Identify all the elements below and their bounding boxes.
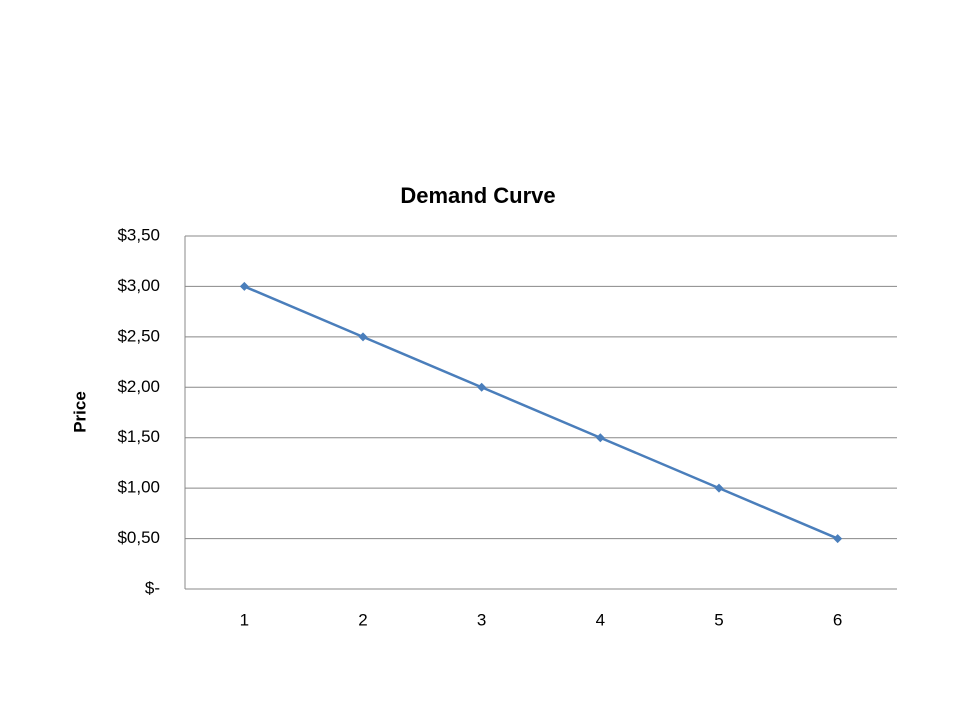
marker (477, 382, 487, 392)
y-tick-label: $2,50 (117, 326, 160, 345)
series-line (243, 285, 839, 540)
marker (833, 534, 843, 544)
x-tick-label: 3 (477, 610, 486, 629)
marker (358, 332, 368, 342)
marker (239, 281, 249, 291)
chart-title: Demand Curve (400, 183, 555, 208)
x-tick-label: 5 (714, 610, 723, 629)
x-tick-label: 2 (358, 610, 367, 629)
x-tick-label: 6 (833, 610, 842, 629)
y-tick-label: $1,00 (117, 478, 160, 497)
x-tick-label: 4 (596, 610, 605, 629)
y-tick-label: $0,50 (117, 528, 160, 547)
y-tick-label: $- (145, 578, 160, 597)
x-tick-label: 1 (240, 610, 249, 629)
y-tick-label: $1,50 (117, 427, 160, 446)
marker (714, 483, 724, 493)
y-tick-label: $3,50 (117, 225, 160, 244)
y-tick-label: $2,00 (117, 377, 160, 396)
y-axis-label: Price (70, 391, 89, 433)
y-tick-label: $3,00 (117, 276, 160, 295)
marker (595, 433, 605, 443)
